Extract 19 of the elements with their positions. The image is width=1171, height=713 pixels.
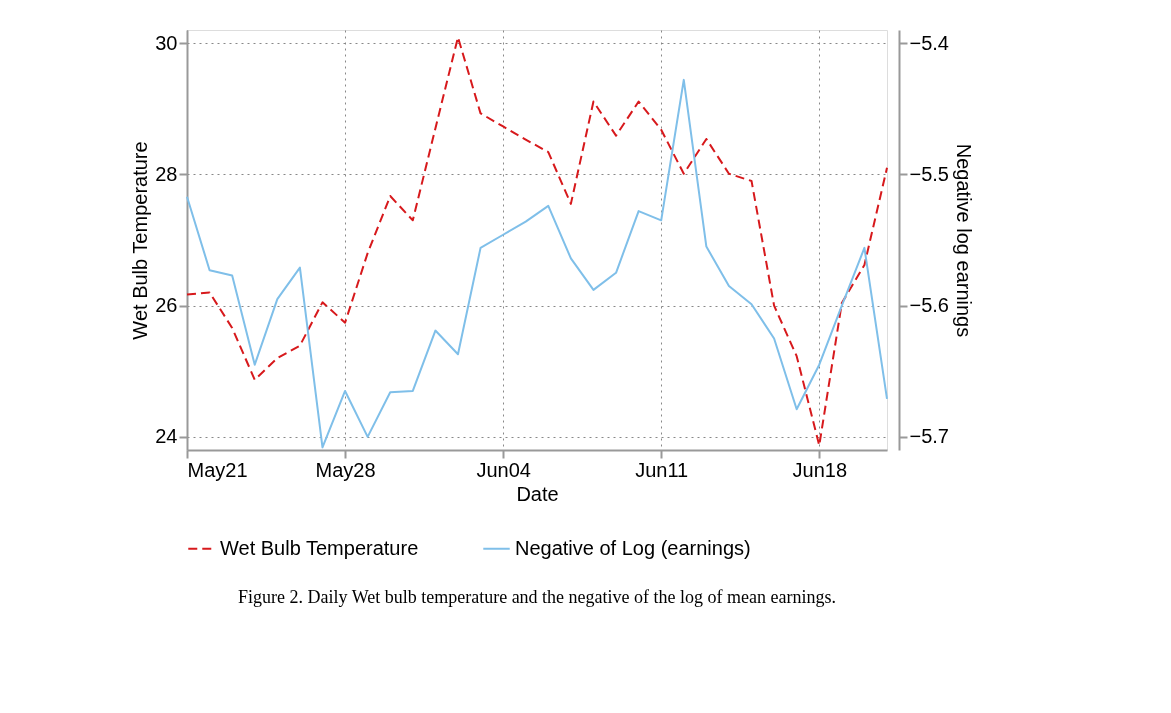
x-tick-label: Jun18	[792, 458, 848, 481]
y2-tick-label: −5.6	[909, 294, 949, 317]
y2-axis-title: Negative log earnings	[952, 143, 975, 338]
y2-tick-label: −5.4	[909, 31, 949, 54]
caption: Figure 2. Daily Wet bulb temperature and the negative of the log of mean earnings.	[237, 587, 837, 607]
y2-tick-label: −5.7	[909, 425, 949, 448]
x-tick-label: Jun11	[635, 458, 689, 481]
y-tick-label: 28	[155, 162, 178, 185]
y-tick-label: 24	[155, 425, 178, 448]
y-tick-label: 26	[155, 294, 178, 317]
x-tick-label: May28	[315, 458, 376, 481]
x-tick-label: May21	[187, 458, 248, 481]
y2-tick-label: −5.5	[909, 162, 949, 185]
y-tick-label: 30	[155, 31, 178, 54]
x-axis-title: Date	[516, 482, 559, 505]
legend-label: Negative of Log (earnings)	[515, 536, 751, 559]
x-tick-label: Jun04	[476, 458, 531, 481]
y-axis-title: Wet Bulb Temperature	[129, 141, 152, 340]
legend-label: Wet Bulb Temperature	[220, 536, 419, 559]
